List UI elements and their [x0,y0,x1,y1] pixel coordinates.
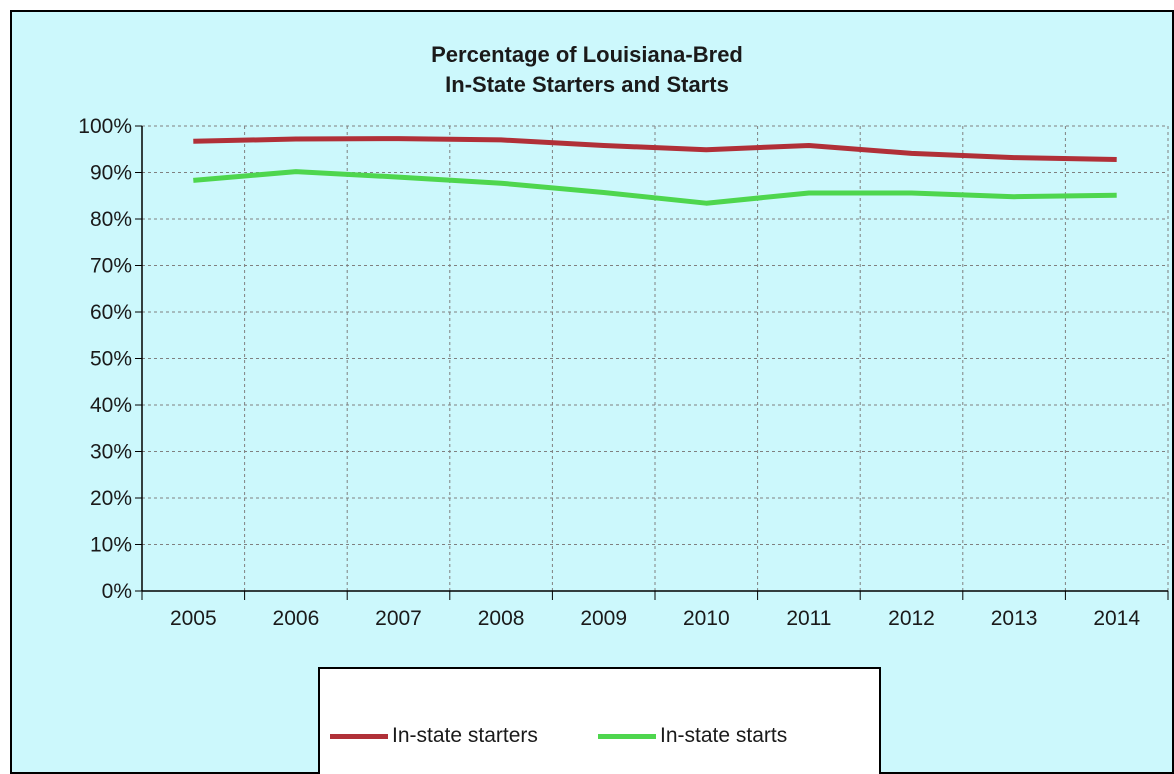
y-tick-label: 20% [90,487,132,510]
chart-frame [10,10,1174,774]
legend-swatch-in-state-starters [330,733,388,739]
y-tick-label: 40% [90,394,132,417]
x-tick-label: 2013 [991,607,1038,630]
x-tick-label: 2007 [375,607,422,630]
legend: In-state starters In-state starts [318,667,881,774]
legend-item-in-state-starters: In-state starters [330,721,538,751]
x-tick-label: 2011 [786,607,831,630]
y-tick-label: 80% [90,208,132,231]
legend-item-in-state-starts: In-state starts [598,721,787,751]
x-tick-label: 2010 [683,607,730,630]
legend-label-in-state-starts: In-state starts [660,724,788,747]
chart-title-line-2: In-State Starters and Starts [445,72,729,97]
series-line-in-state-starts [193,169,1117,206]
y-tick-label: 60% [90,301,132,324]
y-tick-label: 70% [90,255,132,278]
legend-label-in-state-starters: In-state starters [392,724,538,747]
series-line-in-state-starters [193,136,1117,162]
x-tick-label: 2014 [1093,607,1140,630]
chart-title: Percentage of Louisiana-Bred In-State St… [0,40,1174,100]
x-tick-label: 2012 [888,607,935,630]
y-tick-label: 50% [90,348,132,371]
legend-swatch-in-state-starts [598,733,656,739]
y-tick-label: 30% [90,441,132,464]
chart-title-line-1: Percentage of Louisiana-Bred [431,42,743,67]
y-tick-label: 10% [90,534,132,557]
y-tick-label: 0% [102,580,132,603]
x-tick-label: 2008 [478,607,525,630]
y-tick-label: 90% [90,162,132,185]
y-tick-label: 100% [78,115,132,138]
x-tick-label: 2006 [273,607,320,630]
x-tick-label: 2005 [170,607,217,630]
x-tick-label: 2009 [580,607,627,630]
